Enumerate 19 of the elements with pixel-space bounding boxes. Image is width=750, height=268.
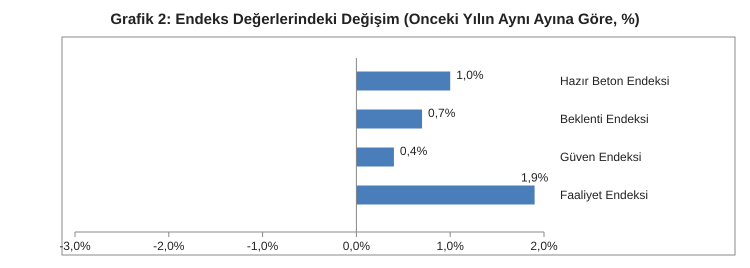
data-label: 1,9% (520, 170, 549, 184)
x-tick-label: 0,0% (342, 239, 370, 253)
y-tick-label: Güven Endeksi (560, 150, 642, 164)
bar (356, 148, 394, 166)
x-tick-label: -3,0% (59, 239, 91, 253)
y-tick-label: Faaliyet Endeksi (560, 188, 648, 202)
y-tick-label: Beklenti Endeksi (560, 112, 649, 126)
data-label: 1,0% (456, 68, 484, 82)
chart-title: Grafik 2: Endeks Değerlerindeki Değişim (Onceki Yılın Aynı Ayına Göre, %) (110, 11, 640, 28)
bar (356, 110, 422, 128)
x-tick-label: 1,0% (436, 239, 464, 253)
data-label: 0,4% (400, 144, 428, 158)
x-tick-label: 2,0% (530, 239, 558, 253)
y-tick-label: Hazır Beton Endeksi (560, 74, 670, 88)
data-label: 0,7% (428, 106, 456, 120)
bar (356, 72, 450, 90)
x-tick-label: -1,0% (246, 239, 279, 253)
x-tick-label: -2,0% (153, 239, 185, 253)
bar (356, 186, 535, 204)
